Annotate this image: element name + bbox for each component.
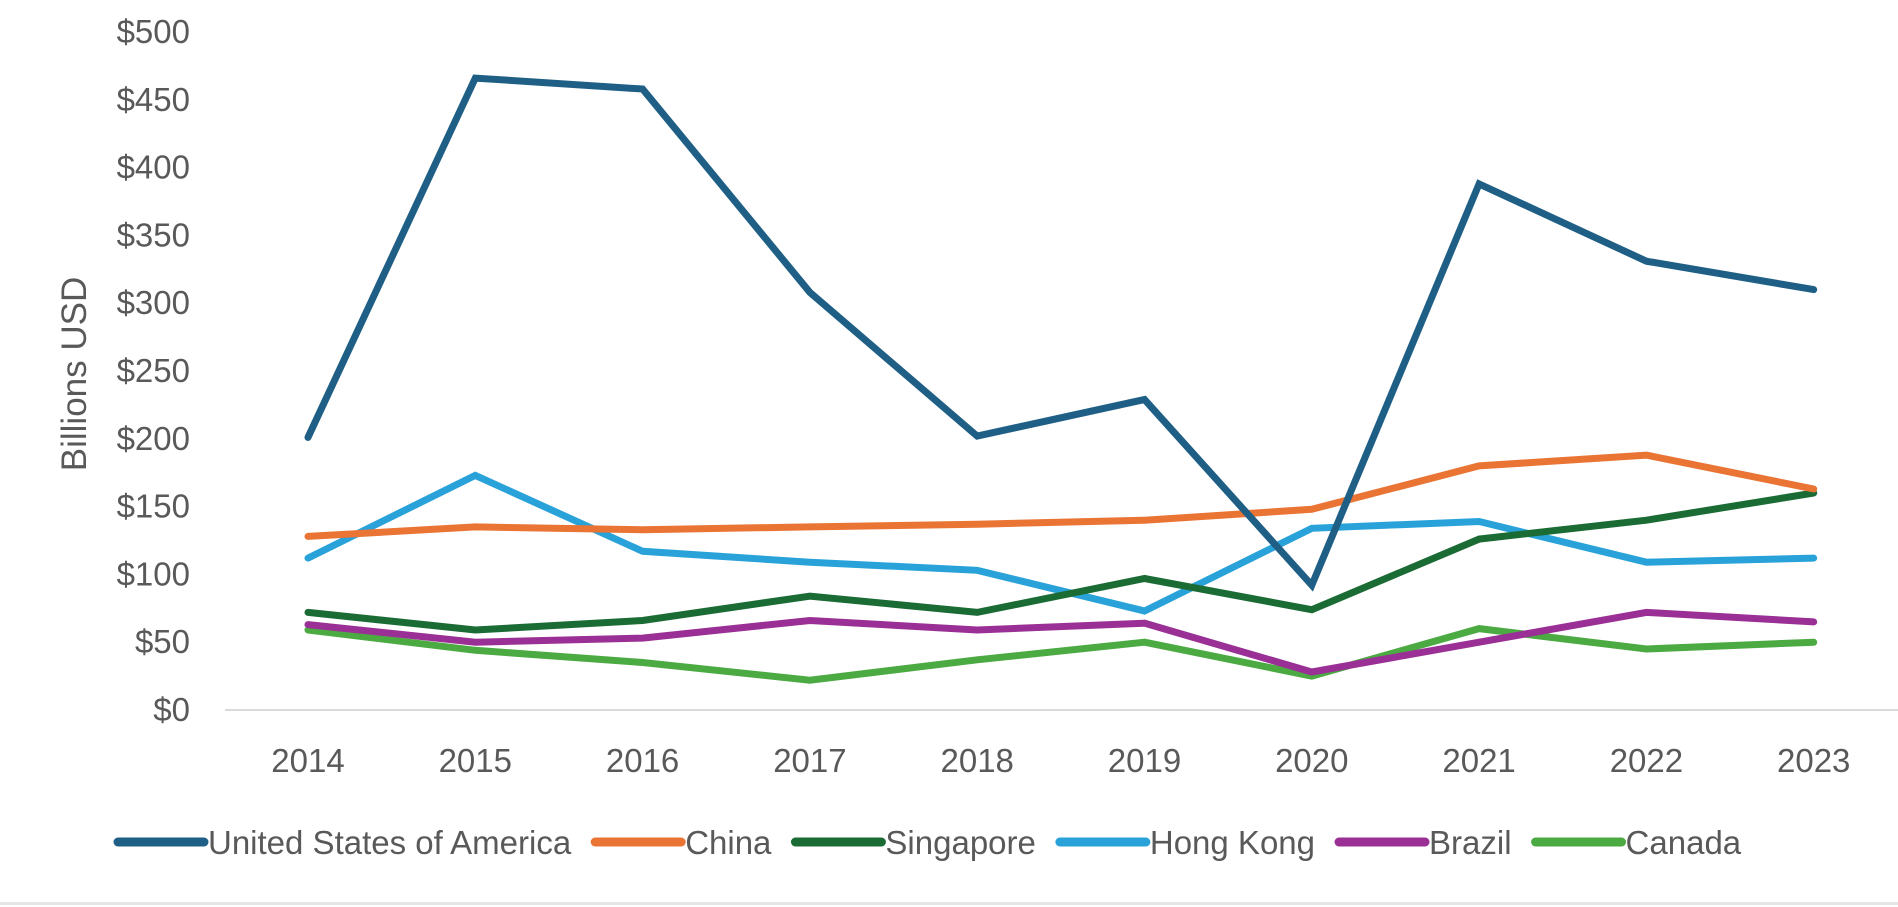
legend-label-united-states-of-america: United States of America [208,824,572,861]
bottom-divider [0,902,1898,905]
y-tick-label: $450 [117,81,190,118]
x-tick-label: 2019 [1108,742,1181,779]
series-lines [304,74,1818,684]
y-tick-label: $400 [117,149,190,186]
legend: United States of America China Singapore Ho… [113,824,1742,861]
x-tick-label: 2021 [1442,742,1515,779]
series-line-china [304,451,1818,540]
x-tick-label: 2018 [940,742,1013,779]
legend-label-hong-kong: Hong Kong [1150,824,1315,861]
y-tick-label: $300 [117,284,190,321]
series-line-brazil [304,608,1818,676]
series-line-canada [304,625,1818,684]
y-tick-label: $500 [117,13,190,50]
legend-label-brazil: Brazil [1429,824,1512,861]
y-tick-label: $150 [117,488,190,525]
y-tick-label: $200 [117,420,190,457]
legend-label-singapore: Singapore [885,824,1035,861]
x-tick-label: 2016 [606,742,679,779]
y-tick-labels: $0 $50 $100 $150 $200 $250 $300 $350 $400 $450 $50… [117,13,190,728]
series-line-hong-kong [304,471,1818,615]
legend-label-china: China [685,824,772,861]
x-tick-label: 2023 [1777,742,1850,779]
x-tick-labels: 2014 2015 2016 2017 2018 2019 2020 2021 2022 2023 [271,742,1850,779]
legend-label-canada: Canada [1626,824,1742,861]
x-tick-label: 2020 [1275,742,1348,779]
y-tick-label: $250 [117,352,190,389]
y-axis-title: Billions USD [55,277,94,472]
x-tick-label: 2014 [271,742,344,779]
x-tick-label: 2015 [439,742,512,779]
x-tick-label: 2022 [1610,742,1683,779]
series-line-united-states-of-america [304,74,1818,592]
y-tick-label: $100 [117,555,190,592]
x-tick-label: 2017 [773,742,846,779]
y-tick-label: $50 [135,623,190,660]
series-line-singapore [304,489,1818,634]
y-tick-label: $350 [117,216,190,253]
y-tick-label: $0 [153,691,190,728]
